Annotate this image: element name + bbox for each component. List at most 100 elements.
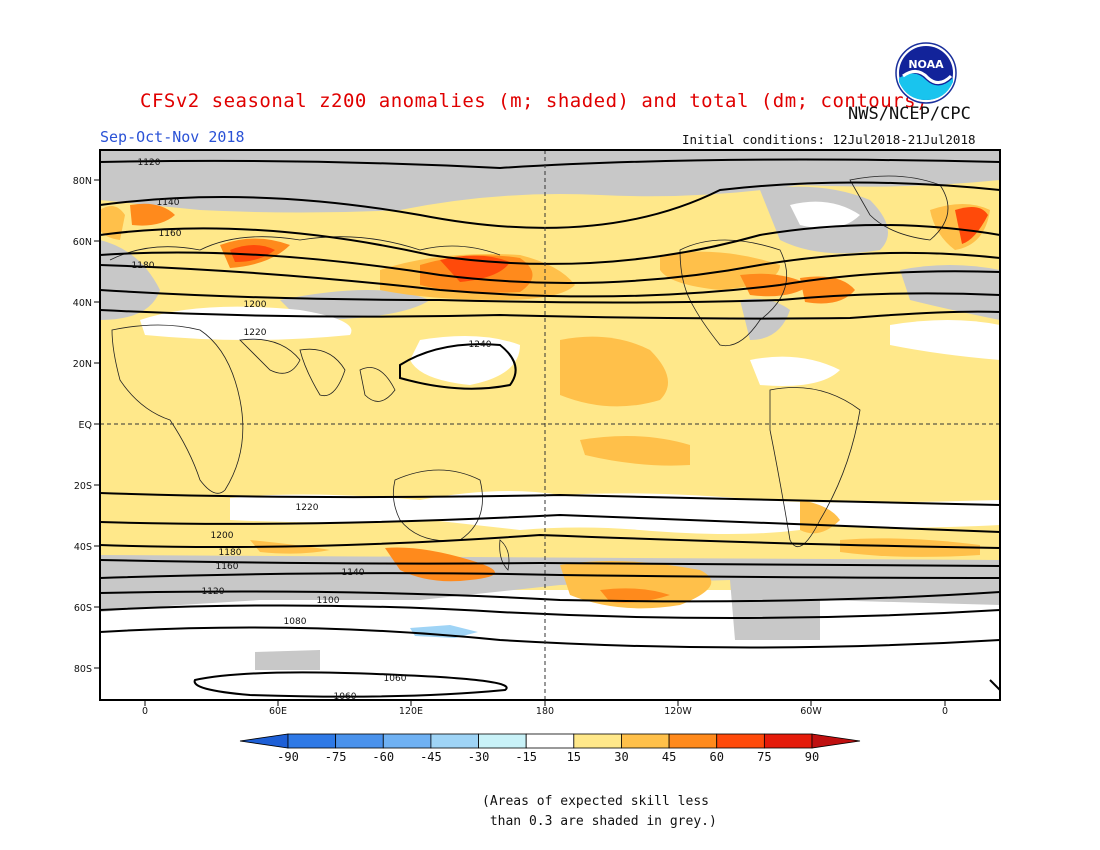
contour-1120-south bbox=[100, 590, 1000, 603]
colorbar-tick-label: 90 bbox=[805, 750, 819, 764]
eurasia-north-coast bbox=[109, 236, 501, 261]
noaa-logo-text: NOAA bbox=[908, 58, 944, 71]
lat-label: 40S bbox=[74, 542, 92, 553]
lat-label: EQ bbox=[79, 420, 92, 431]
contour-1220 bbox=[100, 309, 1000, 320]
africa-coast bbox=[111, 324, 244, 494]
longitude-axis: 0 60E 120E 180 120W 60W 0 bbox=[142, 700, 948, 717]
contour-label: 1220 bbox=[296, 503, 319, 513]
contour-1120-b bbox=[100, 181, 1000, 229]
map-title: CFSv2 seasonal z200 anomalies (m; shaded… bbox=[140, 90, 928, 112]
contour-1160-south bbox=[100, 559, 1000, 567]
contour-1180 bbox=[100, 264, 1000, 298]
south-pacific-anomaly-45 bbox=[560, 561, 712, 609]
shaded-field bbox=[100, 150, 1000, 700]
colorbar-tick-label: -75 bbox=[325, 750, 347, 764]
contour-1140 bbox=[100, 224, 1000, 265]
colorbar-tick-label: 75 bbox=[757, 750, 771, 764]
coastlines bbox=[109, 175, 949, 571]
east-atlantic-neutral-patch bbox=[890, 320, 1000, 360]
colorbar-swatch bbox=[621, 733, 670, 749]
lon-label: 120W bbox=[664, 706, 692, 717]
greenland-anomaly-75 bbox=[955, 206, 988, 244]
contour-1160 bbox=[100, 251, 1000, 284]
lon-label: 0 bbox=[142, 706, 148, 717]
colorbar-swatch bbox=[382, 733, 432, 749]
lon-label: 60E bbox=[269, 706, 287, 717]
colorbar-swatch bbox=[525, 733, 575, 749]
height-contours bbox=[100, 158, 1000, 698]
tropical-pacific-anomaly-45 bbox=[560, 336, 668, 407]
north-africa-neutral-patch bbox=[140, 306, 352, 340]
greenland-coast bbox=[849, 175, 949, 241]
colorbar-swatch-low bbox=[239, 733, 289, 749]
lon-label: 60W bbox=[800, 706, 822, 717]
colorbar-swatch bbox=[335, 733, 384, 749]
season-label: Sep-Oct-Nov 2018 bbox=[100, 128, 245, 146]
contour-1200 bbox=[100, 289, 1000, 304]
noaa-logo: NOAA bbox=[895, 42, 957, 104]
south-atlantic-anomaly-45 bbox=[840, 538, 980, 557]
contour-label: 1200 bbox=[211, 531, 234, 541]
atlantic-edge-anomaly-45 bbox=[100, 206, 125, 240]
equatorial-pacific-anomaly-45 bbox=[580, 436, 690, 466]
colorbar-tick-label: 15 bbox=[567, 750, 581, 764]
colorbar-tick-label: 45 bbox=[662, 750, 676, 764]
southeast-asia-coast bbox=[359, 367, 396, 402]
colorbar-tick-label: 30 bbox=[614, 750, 628, 764]
lat-label: 60N bbox=[73, 237, 92, 248]
arabia-coast bbox=[239, 338, 301, 374]
colorbar-tick-label: -90 bbox=[277, 750, 299, 764]
antarctic-grey-patch bbox=[255, 650, 320, 670]
contour-label: 1180 bbox=[132, 261, 155, 271]
new-zealand-coast bbox=[499, 539, 510, 571]
contour-1100 bbox=[100, 604, 1000, 620]
colorbar-tick-label: -60 bbox=[372, 750, 394, 764]
europe-grey-skill-mask bbox=[100, 240, 160, 320]
south-america-coast bbox=[769, 387, 861, 547]
latitude-axis: 80N 60N 40N 20N EQ 20S 40S 60S 80S bbox=[73, 176, 100, 675]
colorbar-tick-label: -15 bbox=[515, 750, 537, 764]
contour-label: 1140 bbox=[342, 568, 365, 578]
scandinavia-anomaly-60 bbox=[130, 203, 175, 226]
colorbar-swatch bbox=[573, 733, 622, 749]
lat-label: 80N bbox=[73, 176, 92, 187]
map-frame bbox=[99, 149, 1001, 701]
contour-label: 1160 bbox=[216, 562, 239, 572]
contour-label: 1080 bbox=[284, 617, 307, 627]
colorbar-swatch-high bbox=[811, 733, 861, 749]
contour-label: 1180 bbox=[219, 548, 242, 558]
contour-label: 1120 bbox=[138, 158, 161, 168]
colorbar: -90 -75 -60 -45 -30 -15 15 30 45 60 75 90 bbox=[239, 733, 861, 764]
contour-1180-south bbox=[100, 533, 1000, 549]
lon-label: 180 bbox=[536, 706, 554, 717]
contour-label: 1100 bbox=[317, 596, 340, 606]
colorbar-swatch bbox=[430, 733, 479, 749]
contour-1080 bbox=[100, 626, 1000, 649]
contour-edge-segment bbox=[989, 679, 1000, 691]
contour-label: 1200 bbox=[244, 300, 267, 310]
contour-labels: 1120 1140 1160 1180 1200 1220 1240 1220 … bbox=[132, 158, 492, 702]
lat-label: 20N bbox=[73, 359, 92, 370]
colorbar-tick-label: -45 bbox=[420, 750, 442, 764]
siberia-anomaly-75 bbox=[230, 245, 275, 262]
colorbar-swatch bbox=[716, 733, 765, 749]
south-pacific-anomaly-60b bbox=[600, 588, 670, 603]
colorbar-swatch bbox=[763, 733, 813, 749]
colorbar-tick-label: -30 bbox=[468, 750, 490, 764]
contour-1220-south bbox=[100, 492, 1000, 506]
contour-label: 1160 bbox=[159, 229, 182, 239]
contour-label: 1120 bbox=[202, 587, 225, 597]
lon-label: 120E bbox=[399, 706, 423, 717]
north-atlantic-grey-skill-mask bbox=[900, 265, 1000, 320]
colorbar-swatch bbox=[287, 733, 337, 749]
contour-1060 bbox=[193, 671, 508, 698]
agency-label: NWS/NCEP/CPC bbox=[848, 104, 971, 124]
contour-1120-north bbox=[100, 158, 1000, 170]
colorbar-swatch bbox=[478, 733, 527, 749]
caribbean-neutral-patch bbox=[750, 356, 840, 386]
lat-label: 60S bbox=[74, 603, 92, 614]
lat-label: 40N bbox=[73, 298, 92, 309]
colorbar-tick-label: 60 bbox=[710, 750, 724, 764]
